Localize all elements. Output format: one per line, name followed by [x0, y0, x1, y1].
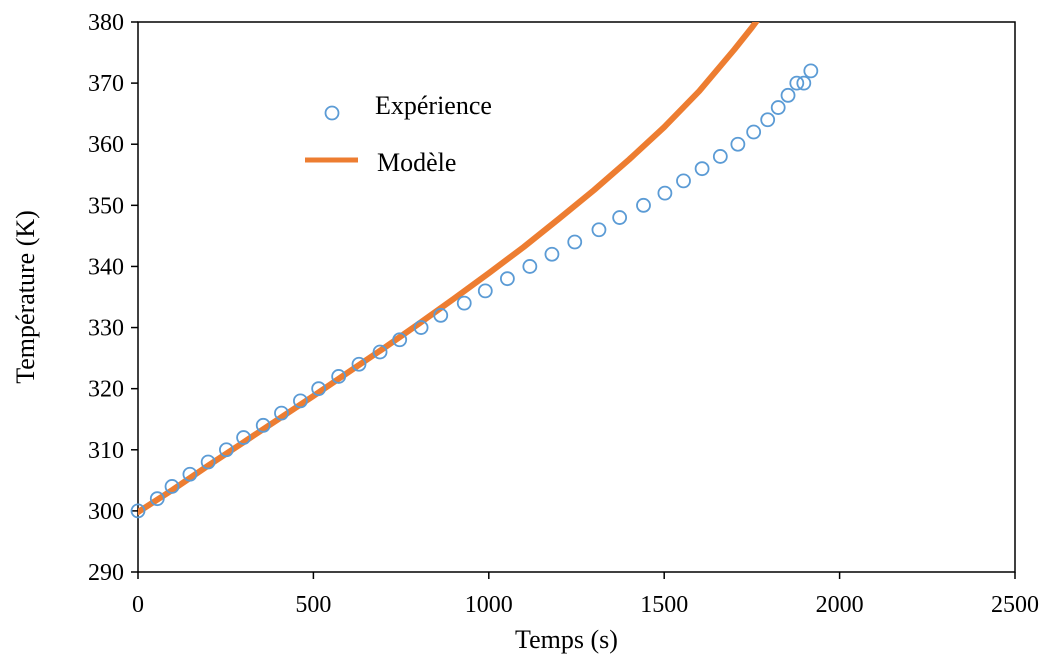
axes: 0 500 1000 1500 2000 2500 290 300 310 320 330 340 35… [88, 10, 1039, 618]
y-tick-label: 290 [88, 560, 124, 586]
experience-point [331, 369, 347, 384]
x-tick-label: 1500 [640, 592, 688, 618]
experience-point [130, 503, 146, 519]
legend-label-modele: Modèle [377, 148, 456, 177]
experience-point [712, 149, 728, 164]
legend-label-experience: Expérience [375, 91, 492, 120]
experience-point [499, 271, 515, 287]
series-clip-group [138, 22, 760, 516]
x-tick-label: 500 [295, 592, 331, 618]
experience-point [612, 210, 628, 225]
experience-point [351, 356, 367, 372]
experience-point [694, 161, 710, 177]
experience-point [746, 124, 762, 140]
y-tick-label: 340 [88, 254, 124, 280]
y-tick-label: 320 [88, 377, 124, 403]
x-tick-label: 0 [132, 592, 144, 618]
experience-point [433, 307, 449, 323]
experience-point [760, 112, 776, 128]
experience-point [456, 295, 472, 311]
y-tick-label: 300 [88, 499, 124, 525]
experience-point [149, 491, 165, 507]
plot-frame [137, 21, 1016, 573]
legend: Expérience Modèle [305, 91, 492, 177]
experience-point [544, 246, 560, 262]
experience-point [796, 75, 812, 91]
experience-point [274, 405, 289, 421]
experience-point [636, 197, 651, 213]
y-tick-label: 360 [88, 132, 124, 158]
experience-point [803, 63, 819, 79]
experience-point [657, 185, 673, 201]
experience-point [789, 75, 805, 91]
experience-point [200, 454, 216, 470]
experience-point [255, 417, 271, 433]
x-axis-title: Temps (s) [515, 625, 618, 654]
x-tick-label: 2500 [991, 592, 1039, 618]
plot-area [137, 21, 1016, 573]
experience-point [780, 87, 796, 103]
experience-point [567, 234, 583, 250]
y-tick-label: 330 [88, 316, 124, 342]
experience-point [236, 430, 251, 445]
legend-marker-experience [324, 105, 340, 121]
model-line [138, 22, 760, 516]
y-tick-label: 380 [88, 10, 124, 36]
y-axis-title: Température (K) [11, 210, 40, 384]
experience-point [730, 136, 746, 152]
experience-point [413, 320, 429, 335]
y-tick-label: 350 [88, 193, 124, 219]
experience-point [219, 442, 234, 458]
experience-point [676, 173, 691, 189]
experience-point [392, 332, 408, 348]
marker-group [130, 63, 819, 519]
experience-point [770, 100, 786, 115]
x-tick-label: 1000 [465, 592, 513, 618]
y-tick-label: 310 [88, 438, 124, 464]
experience-point [591, 222, 607, 238]
experience-point [372, 344, 388, 360]
series-layer [130, 22, 819, 519]
y-tick-label: 370 [88, 71, 124, 97]
experience-point [182, 466, 198, 482]
experience-point [164, 479, 180, 494]
experience-point [311, 381, 327, 397]
x-tick-label: 2000 [816, 592, 864, 618]
experience-point [293, 393, 308, 409]
experience-point [477, 283, 493, 299]
experience-point [522, 259, 538, 274]
